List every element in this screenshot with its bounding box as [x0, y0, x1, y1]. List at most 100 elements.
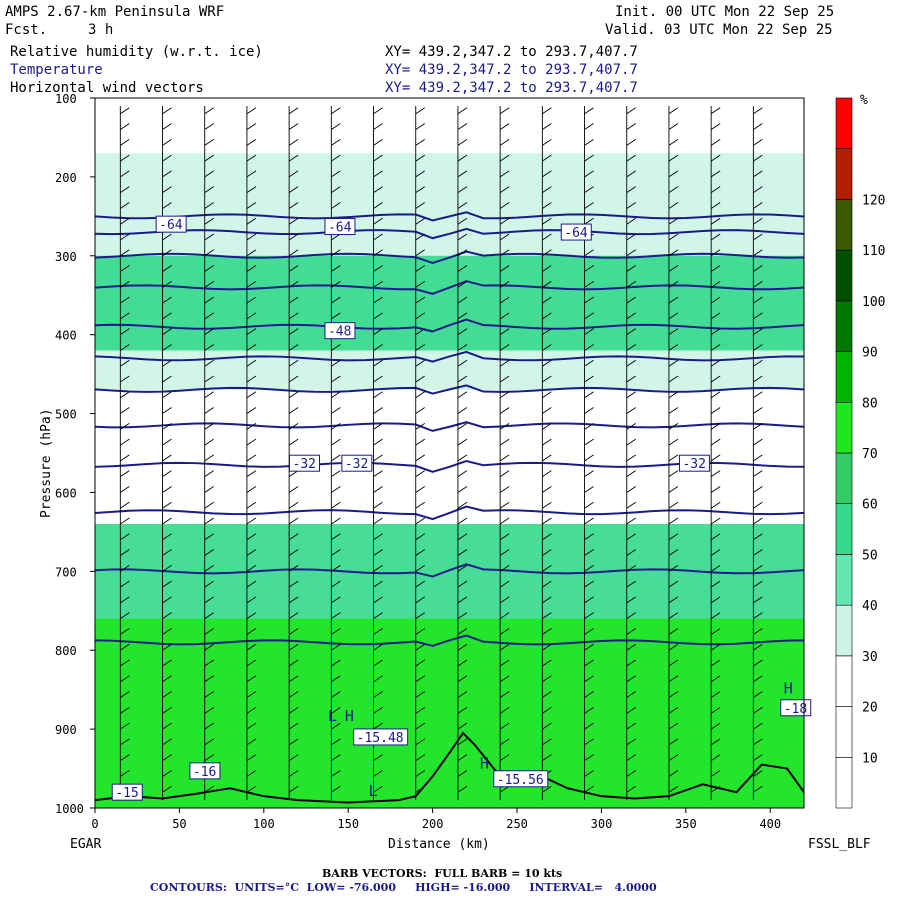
wind-barb-tick [753, 486, 763, 493]
wind-barb-tick [542, 265, 552, 272]
wind-barb-tick [331, 533, 341, 541]
wind-barb-tick [668, 612, 679, 620]
wind-barb-tick [668, 265, 679, 272]
wind-barb-tick [246, 612, 257, 620]
wind-barb-tick [331, 722, 341, 730]
wind-barb-tick [246, 233, 257, 241]
wind-barb-tick [246, 359, 257, 367]
wind-barb-tick [457, 706, 468, 714]
wind-barb-tick [204, 596, 214, 604]
wind-barb-tick [331, 391, 341, 399]
wind-barb-tick [373, 580, 383, 588]
wind-barb-tick [499, 549, 510, 556]
wind-barb-tick [162, 280, 172, 288]
wind-barb-tick [626, 533, 636, 541]
wind-barb-tick [584, 407, 594, 414]
terrain-line [94, 731, 805, 804]
temperature-contour-2 [94, 250, 805, 265]
contour-label-3: -48 [328, 325, 351, 340]
y-tick-label-1000: 1000 [55, 802, 84, 816]
wind-barb-tick [457, 691, 468, 698]
wind-barb-tick [288, 265, 299, 272]
wind-barb-tick [415, 107, 425, 115]
wind-barb-tick [288, 233, 299, 241]
wind-barb-tick [753, 517, 763, 525]
wind-barb-tick [753, 265, 763, 272]
contour-label-9: -15.48 [357, 731, 404, 746]
wind-barb-tick [288, 501, 299, 509]
wind-barb-tick [457, 501, 468, 509]
wind-barb-tick [542, 249, 552, 257]
wind-barb-tick [415, 486, 425, 493]
wind-barb-tick [457, 438, 468, 446]
wind-barb-tick [626, 328, 636, 336]
wind-barb-tick [499, 643, 510, 651]
wind-barb-tick [668, 391, 679, 399]
wind-barb-tick [457, 454, 468, 462]
wind-barb-tick [120, 328, 130, 336]
wind-barb-tick [162, 643, 172, 651]
wind-barb-tick [499, 470, 510, 478]
wind-barb-tick [626, 438, 636, 446]
wind-barb-tick [710, 722, 721, 730]
wind-barb-tick [162, 549, 172, 556]
wind-barb-tick [753, 706, 763, 714]
wind-barb-tick [542, 123, 552, 130]
wind-barb-tick [668, 596, 679, 604]
wind-barb-tick [288, 375, 299, 383]
wind-barb-tick [288, 785, 299, 793]
wind-barb-tick [162, 691, 172, 698]
y-tick-label-300: 300 [55, 250, 77, 264]
wind-barb-tick [542, 233, 552, 241]
wind-barb-tick [753, 580, 763, 588]
wind-barb-tick [499, 722, 510, 730]
wind-barb-tick [753, 375, 763, 383]
wind-barb-tick [457, 391, 468, 399]
colorbar-bin-2 [835, 655, 853, 707]
wind-barb-tick [753, 422, 763, 430]
wind-barb-tick [246, 675, 257, 683]
wind-barb-tick [331, 785, 341, 793]
wind-barb-tick [499, 533, 510, 541]
wind-barb-tick [246, 738, 257, 746]
wind-barb-tick [710, 249, 721, 257]
wind-barb-tick [668, 202, 679, 209]
wind-barb-tick [162, 770, 172, 777]
wind-barb-tick [120, 470, 130, 478]
wind-barb-tick [626, 722, 636, 730]
wind-barb-tick [288, 391, 299, 399]
wind-barb-tick [710, 217, 721, 225]
wind-barb-tick [542, 375, 552, 383]
wind-barb-tick [753, 675, 763, 683]
wind-barb-tick [753, 470, 763, 478]
wind-barb-tick [499, 501, 510, 509]
wind-barb-tick [626, 249, 636, 257]
wind-barb-tick [668, 123, 679, 130]
wind-barb-tick [415, 138, 425, 146]
wind-barb-tick [204, 186, 214, 194]
wind-barb-tick [457, 470, 468, 478]
wind-barb-tick [162, 359, 172, 367]
temperature-contour-10 [94, 563, 805, 578]
wind-barb-tick [288, 596, 299, 604]
contour-label-2: -64 [564, 226, 588, 241]
wind-barb-tick [626, 486, 636, 493]
pressure-marker-1: L [328, 707, 337, 725]
contour-label-11: -18 [784, 702, 807, 717]
wind-barb-tick [120, 486, 130, 493]
wind-barb-tick [499, 328, 510, 336]
wind-barb-tick [415, 517, 425, 525]
wind-barb-tick [668, 675, 679, 683]
colorbar-bin-6 [835, 452, 853, 505]
wind-barb-tick [668, 517, 679, 525]
wind-barb-tick [120, 391, 130, 399]
wind-barb-tick [331, 186, 341, 194]
wind-barb-tick [584, 138, 594, 146]
wind-barb-tick [288, 170, 299, 178]
wind-barb-tick [542, 722, 552, 730]
colorbar-tick-50: 50 [862, 548, 878, 563]
wind-barb-tick [584, 422, 594, 430]
wind-barb-tick [162, 470, 172, 478]
x-end-label: FSSL_BLF [808, 837, 871, 852]
wind-barb-tick [373, 754, 383, 762]
